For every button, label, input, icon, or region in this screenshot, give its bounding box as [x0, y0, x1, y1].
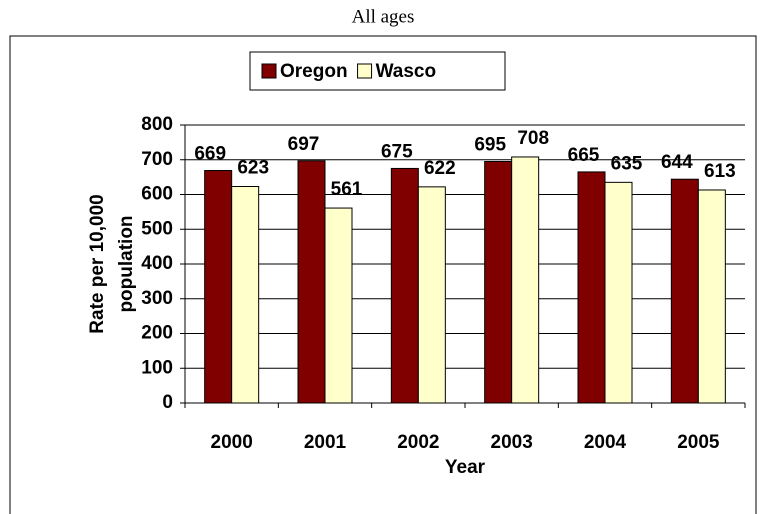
data-label: 622: [424, 158, 456, 179]
data-label: 561: [331, 179, 363, 200]
y-tick-label: 800: [141, 114, 173, 135]
x-tick-label: 2004: [584, 432, 627, 453]
data-label: 675: [381, 141, 413, 162]
y-tick-label: 200: [141, 323, 173, 344]
bar: [231, 186, 260, 404]
legend-label: Wasco: [376, 61, 437, 82]
bar: [697, 189, 726, 404]
legend-swatch: [357, 63, 373, 79]
x-tick-label: 2002: [397, 432, 439, 453]
data-label: 697: [288, 134, 320, 155]
y-tick-label: 400: [141, 253, 173, 274]
bar: [417, 186, 446, 404]
y-tick-label: 0: [162, 392, 173, 413]
x-tick-label: 2000: [211, 432, 253, 453]
bar: [484, 160, 513, 404]
x-tick-label: 2005: [677, 432, 720, 453]
data-label: 623: [237, 158, 269, 179]
data-label: 695: [474, 135, 506, 156]
legend-label: Oregon: [280, 61, 348, 82]
bar: [390, 167, 419, 404]
data-label: 669: [194, 144, 226, 165]
bar: [577, 171, 606, 404]
chart-title: All ages: [352, 6, 415, 27]
bar: [297, 160, 326, 404]
y-tick-label: 600: [141, 184, 173, 205]
bar: [204, 170, 233, 404]
y-tick-label: 300: [141, 288, 173, 309]
bar: [604, 181, 633, 404]
y-tick-label: 100: [141, 357, 173, 378]
data-label: 635: [611, 153, 643, 174]
data-label: 665: [568, 145, 600, 166]
legend-swatch: [261, 63, 277, 79]
bar: [511, 156, 540, 404]
data-label: 708: [517, 128, 549, 149]
x-tick-label: 2003: [491, 432, 533, 453]
y-axis-label: population: [116, 215, 137, 312]
legend-box: [249, 51, 506, 91]
x-axis-label: Year: [445, 457, 486, 478]
y-tick-label: 700: [141, 149, 173, 170]
y-tick-label: 500: [141, 218, 173, 239]
data-label: 644: [661, 152, 693, 173]
bar: [670, 178, 699, 404]
bar: [324, 207, 353, 404]
x-tick-label: 2001: [304, 432, 347, 453]
y-axis-label: Rate per 10,000: [87, 194, 108, 333]
frame: [9, 35, 757, 514]
data-label: 613: [704, 161, 736, 182]
